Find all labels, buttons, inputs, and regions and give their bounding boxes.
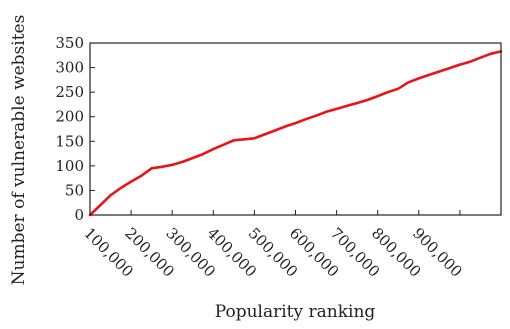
series-line bbox=[88, 50, 503, 217]
y-axis-ticks bbox=[90, 42, 95, 216]
y-tick-label: 250 bbox=[55, 83, 84, 101]
y-tick-label: 350 bbox=[55, 34, 84, 52]
y-tick-label: 50 bbox=[65, 181, 84, 199]
y-tick-label: 150 bbox=[55, 132, 84, 150]
series-layer bbox=[88, 50, 503, 217]
y-axis-title: Number of vulnerable websites bbox=[9, 15, 29, 286]
y-axis-tick-labels: 0 50 100 150 200 250 300 350 bbox=[55, 34, 84, 224]
y-tick-label: 200 bbox=[55, 108, 84, 126]
plot-area-frame bbox=[89, 42, 502, 216]
x-axis-ticks bbox=[130, 210, 461, 215]
y-tick-label: 0 bbox=[74, 206, 84, 224]
x-axis-tick-labels: 100,000200,000300,000400,000500,000600,0… bbox=[80, 224, 465, 281]
y-tick-label: 300 bbox=[55, 59, 84, 77]
y-tick-label: 100 bbox=[55, 157, 84, 175]
x-axis-title: Popularity ranking bbox=[215, 302, 376, 322]
